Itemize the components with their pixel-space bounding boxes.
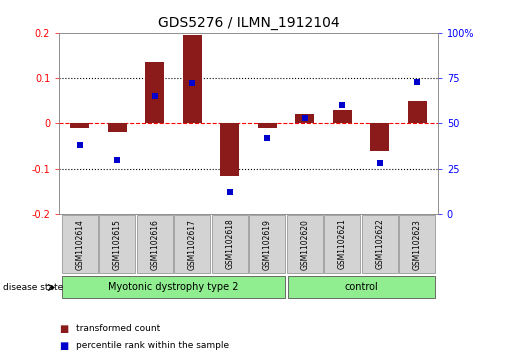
FancyBboxPatch shape [62,276,285,298]
Bar [145,62,164,123]
Text: ■: ■ [59,340,68,351]
FancyBboxPatch shape [62,215,98,273]
Point [338,102,346,108]
Text: GSM1102615: GSM1102615 [113,219,122,270]
FancyBboxPatch shape [399,215,435,273]
Point [301,115,309,121]
Bar [258,123,277,128]
FancyBboxPatch shape [212,215,248,273]
Text: GSM1102623: GSM1102623 [413,219,422,270]
Text: transformed count: transformed count [76,324,160,333]
Text: GSM1102621: GSM1102621 [338,219,347,269]
Bar [220,123,239,176]
Text: control: control [344,282,378,292]
Bar [333,110,352,123]
Point [226,189,234,195]
Text: Myotonic dystrophy type 2: Myotonic dystrophy type 2 [108,282,239,292]
FancyBboxPatch shape [99,215,135,273]
FancyBboxPatch shape [362,215,398,273]
FancyBboxPatch shape [324,215,360,273]
Bar [183,35,202,123]
FancyBboxPatch shape [174,215,210,273]
Text: GSM1102616: GSM1102616 [150,219,159,270]
FancyBboxPatch shape [287,215,323,273]
FancyBboxPatch shape [249,215,285,273]
Title: GDS5276 / ILMN_1912104: GDS5276 / ILMN_1912104 [158,16,339,30]
Text: percentile rank within the sample: percentile rank within the sample [76,341,229,350]
Point [113,157,122,163]
Text: GSM1102620: GSM1102620 [300,219,309,270]
Point [151,93,159,99]
Bar [71,123,89,128]
Point [375,160,384,166]
Text: GSM1102619: GSM1102619 [263,219,272,270]
Text: disease state: disease state [3,283,63,292]
Text: GSM1102622: GSM1102622 [375,219,384,269]
Point [188,81,196,86]
Point [263,135,271,141]
Point [413,79,421,85]
Text: GSM1102614: GSM1102614 [75,219,84,270]
Text: GSM1102618: GSM1102618 [225,219,234,269]
Bar [370,123,389,151]
Point [76,142,84,148]
FancyBboxPatch shape [137,215,173,273]
Bar [295,114,314,123]
Text: GSM1102617: GSM1102617 [188,219,197,270]
Bar [408,101,426,123]
Bar [108,123,127,132]
FancyBboxPatch shape [288,276,435,298]
Text: ■: ■ [59,323,68,334]
